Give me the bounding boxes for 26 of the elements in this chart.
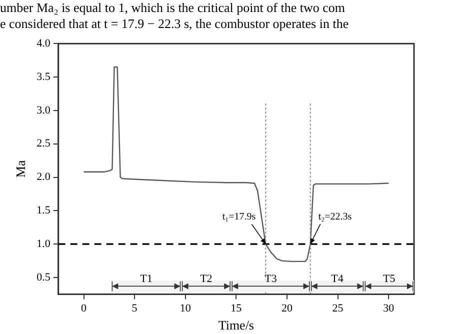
band-label: T2	[200, 273, 212, 286]
y-tick-label: 1.0	[36, 238, 51, 250]
x-tick-label: 5	[132, 302, 138, 315]
y-tick-label: 2.5	[36, 138, 51, 150]
text: umber Ma₂ is equal to 1, which is the critical point of the two com	[0, 0, 346, 16]
y-tick-label: 2.0	[36, 171, 51, 184]
y-axis-title: Ma	[13, 160, 28, 178]
x-axis-title: Time/s	[218, 318, 254, 333]
band-label: T3	[264, 273, 278, 286]
x-tick-label: 25	[332, 302, 344, 315]
x-tick-label: 30	[383, 302, 395, 315]
x-tick-label: 10	[180, 302, 192, 315]
text: e considered that at t = 17.9 − 22.3 s, the combustor operates in the	[0, 16, 350, 32]
y-tick-label: 1.5	[36, 204, 51, 217]
y-tick-label: 0.5	[36, 271, 51, 284]
x-tick-label: 0	[81, 302, 88, 315]
x-tick-label: 20	[281, 302, 293, 315]
y-tick-label: 3.0	[36, 104, 51, 116]
x-tick-label: 15	[230, 302, 242, 315]
annotation: t₂=22.3s	[318, 212, 352, 223]
band-label: T5	[382, 273, 396, 286]
band-label: T4	[331, 273, 344, 286]
y-tick-label: 3.5	[36, 70, 51, 83]
annotation: t₁=17.9s	[222, 212, 256, 223]
y-tick-label: 4.0	[36, 37, 51, 50]
band-label: T1	[140, 273, 152, 286]
